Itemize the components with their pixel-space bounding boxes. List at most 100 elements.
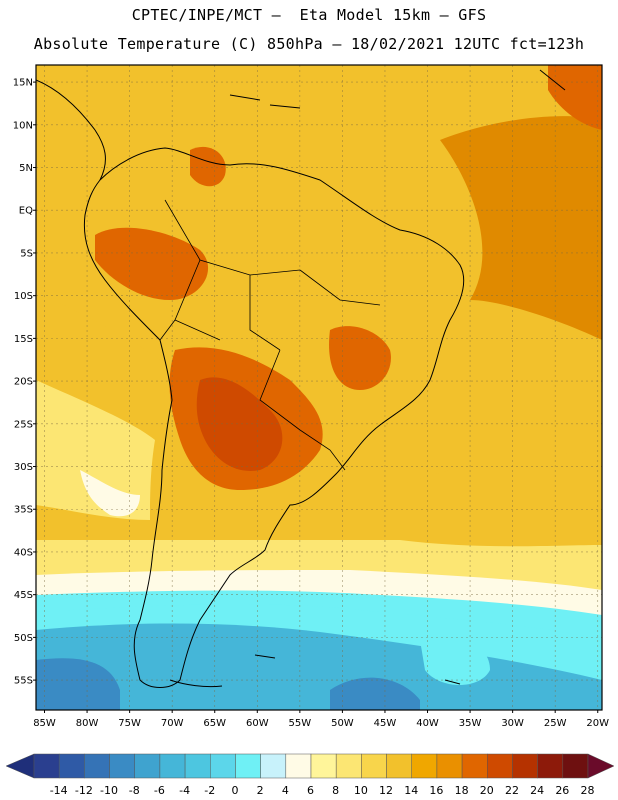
lat-label: 45S xyxy=(14,590,33,601)
region-hottest-core xyxy=(196,377,283,471)
lon-label: 55W xyxy=(289,718,312,729)
colorbar-swatch xyxy=(310,753,337,779)
lat-label: 10S xyxy=(14,291,33,302)
colorbar-label: 14 xyxy=(404,784,418,797)
lat-lon-grid xyxy=(36,65,602,710)
colorbar-swatch xyxy=(134,753,161,779)
lon-label: 65W xyxy=(203,718,226,729)
colorbar-label: 8 xyxy=(332,784,339,797)
colorbar-swatch xyxy=(159,753,186,779)
lat-label: 25S xyxy=(14,419,33,430)
lat-label: 15N xyxy=(13,78,33,89)
lon-label: 20W xyxy=(586,718,609,729)
temperature-field xyxy=(36,65,602,710)
colorbar-label: 2 xyxy=(257,784,264,797)
colorbar-swatch xyxy=(33,753,60,779)
lat-label: 15S xyxy=(14,334,33,345)
colorbar-label: 18 xyxy=(455,784,469,797)
lon-label: 75W xyxy=(118,718,141,729)
colorbar-label: 0 xyxy=(231,784,238,797)
lat-label: 5N xyxy=(19,163,33,174)
colorbar-swatch xyxy=(260,753,287,779)
colorbar-swatch xyxy=(109,753,135,779)
lat-label: 20S xyxy=(14,377,33,388)
colorbar-high-arrow xyxy=(587,753,615,779)
lat-label: 10N xyxy=(13,120,33,131)
south-america-outline xyxy=(83,147,465,688)
colorbar-label: -10 xyxy=(100,784,118,797)
colorbar-label: 4 xyxy=(282,784,289,797)
colorbar-swatch xyxy=(537,753,564,779)
region-hot-interior xyxy=(548,65,602,130)
region-cyan-band xyxy=(420,636,490,685)
lon-label: 85W xyxy=(33,718,56,729)
central-america-outline xyxy=(36,79,106,181)
lon-label: 45W xyxy=(374,718,397,729)
colorbar-swatch xyxy=(58,753,85,779)
lon-label: 50W xyxy=(331,718,354,729)
tierra-del-fuego xyxy=(169,679,223,688)
country-borders xyxy=(159,199,381,471)
colorbar-swatch xyxy=(487,753,513,779)
colorbar-swatch xyxy=(335,753,362,779)
colorbar-swatch xyxy=(184,753,211,779)
colorbar-label: 22 xyxy=(505,784,519,797)
region-cold-ocean xyxy=(330,677,420,710)
lat-label: 50S xyxy=(14,633,33,644)
lon-label: 40W xyxy=(416,718,439,729)
colorbar-label: -12 xyxy=(75,784,93,797)
lon-label: 80W xyxy=(76,718,99,729)
map-frame xyxy=(35,64,603,711)
colorbar-swatch xyxy=(235,753,261,779)
region-hot-interior xyxy=(95,227,209,300)
colorbar-label: -14 xyxy=(50,784,68,797)
colorbar-label: 28 xyxy=(581,784,595,797)
lon-label: 35W xyxy=(459,718,482,729)
colorbar-label: 26 xyxy=(555,784,569,797)
colorbar-swatch xyxy=(210,753,236,779)
colorbar-swatch xyxy=(411,753,438,779)
region-cold-ocean xyxy=(36,658,120,710)
region-hot-interior xyxy=(190,146,226,187)
longitude-labels: 85W 80W 75W 70W 65W 60W 55W 50W 45W 40W 35W 30W 25W 2… xyxy=(33,710,609,729)
colorbar-label: 24 xyxy=(530,784,544,797)
colorbar-swatch xyxy=(512,753,538,779)
colorbar-label: 20 xyxy=(480,784,494,797)
colorbar-label: 10 xyxy=(354,784,368,797)
colorbar-label: -6 xyxy=(154,784,165,797)
latitude-labels: 15N 10N 5N EQ 5S 10S 15S 20S 25S 30S 35S 40S 45S 50S 5… xyxy=(13,78,36,687)
region-yellow-band xyxy=(36,380,155,520)
colorbar-swatch xyxy=(84,753,110,779)
lon-label: 25W xyxy=(544,718,567,729)
colorbar-label: 6 xyxy=(307,784,314,797)
colorbar: -14 -12 -10 -8 -6 -4 -2 0 2 4 6 8 10 12 14 16 18 20 22 24 26… xyxy=(5,753,615,797)
map-title-line1: CPTEC/INPE/MCT – Eta Model 15km – GFS xyxy=(131,6,487,24)
lon-label: 70W xyxy=(161,718,184,729)
colorbar-swatch xyxy=(436,753,463,779)
colorbar-swatch xyxy=(461,753,488,779)
caribbean-islands xyxy=(229,69,566,109)
colorbar-label: 12 xyxy=(379,784,393,797)
lat-label: 30S xyxy=(14,462,33,473)
region-cool-ocean xyxy=(36,623,602,710)
region-pale-band xyxy=(80,470,140,517)
map-title-line2: Absolute Temperature (C) 850hPa – 18/02/… xyxy=(33,35,585,53)
colorbar-label: -8 xyxy=(129,784,140,797)
colorbar-swatch xyxy=(285,753,312,779)
colorbar-swatch xyxy=(562,753,589,779)
lon-label: 60W xyxy=(246,718,269,729)
region-atlantic-warm xyxy=(440,116,602,340)
colorbar-low-arrow xyxy=(5,753,35,779)
lat-label: 55S xyxy=(14,676,33,687)
lat-label: 35S xyxy=(14,505,33,516)
lat-label: EQ xyxy=(19,206,33,217)
lon-label: 30W xyxy=(501,718,524,729)
lat-label: 40S xyxy=(14,547,33,558)
colorbar-label: -4 xyxy=(179,784,190,797)
falkland-islands xyxy=(254,654,461,685)
lat-label: 5S xyxy=(20,248,33,259)
colorbar-label: 16 xyxy=(429,784,443,797)
colorbar-swatch xyxy=(386,753,412,779)
colorbar-swatch xyxy=(361,753,387,779)
